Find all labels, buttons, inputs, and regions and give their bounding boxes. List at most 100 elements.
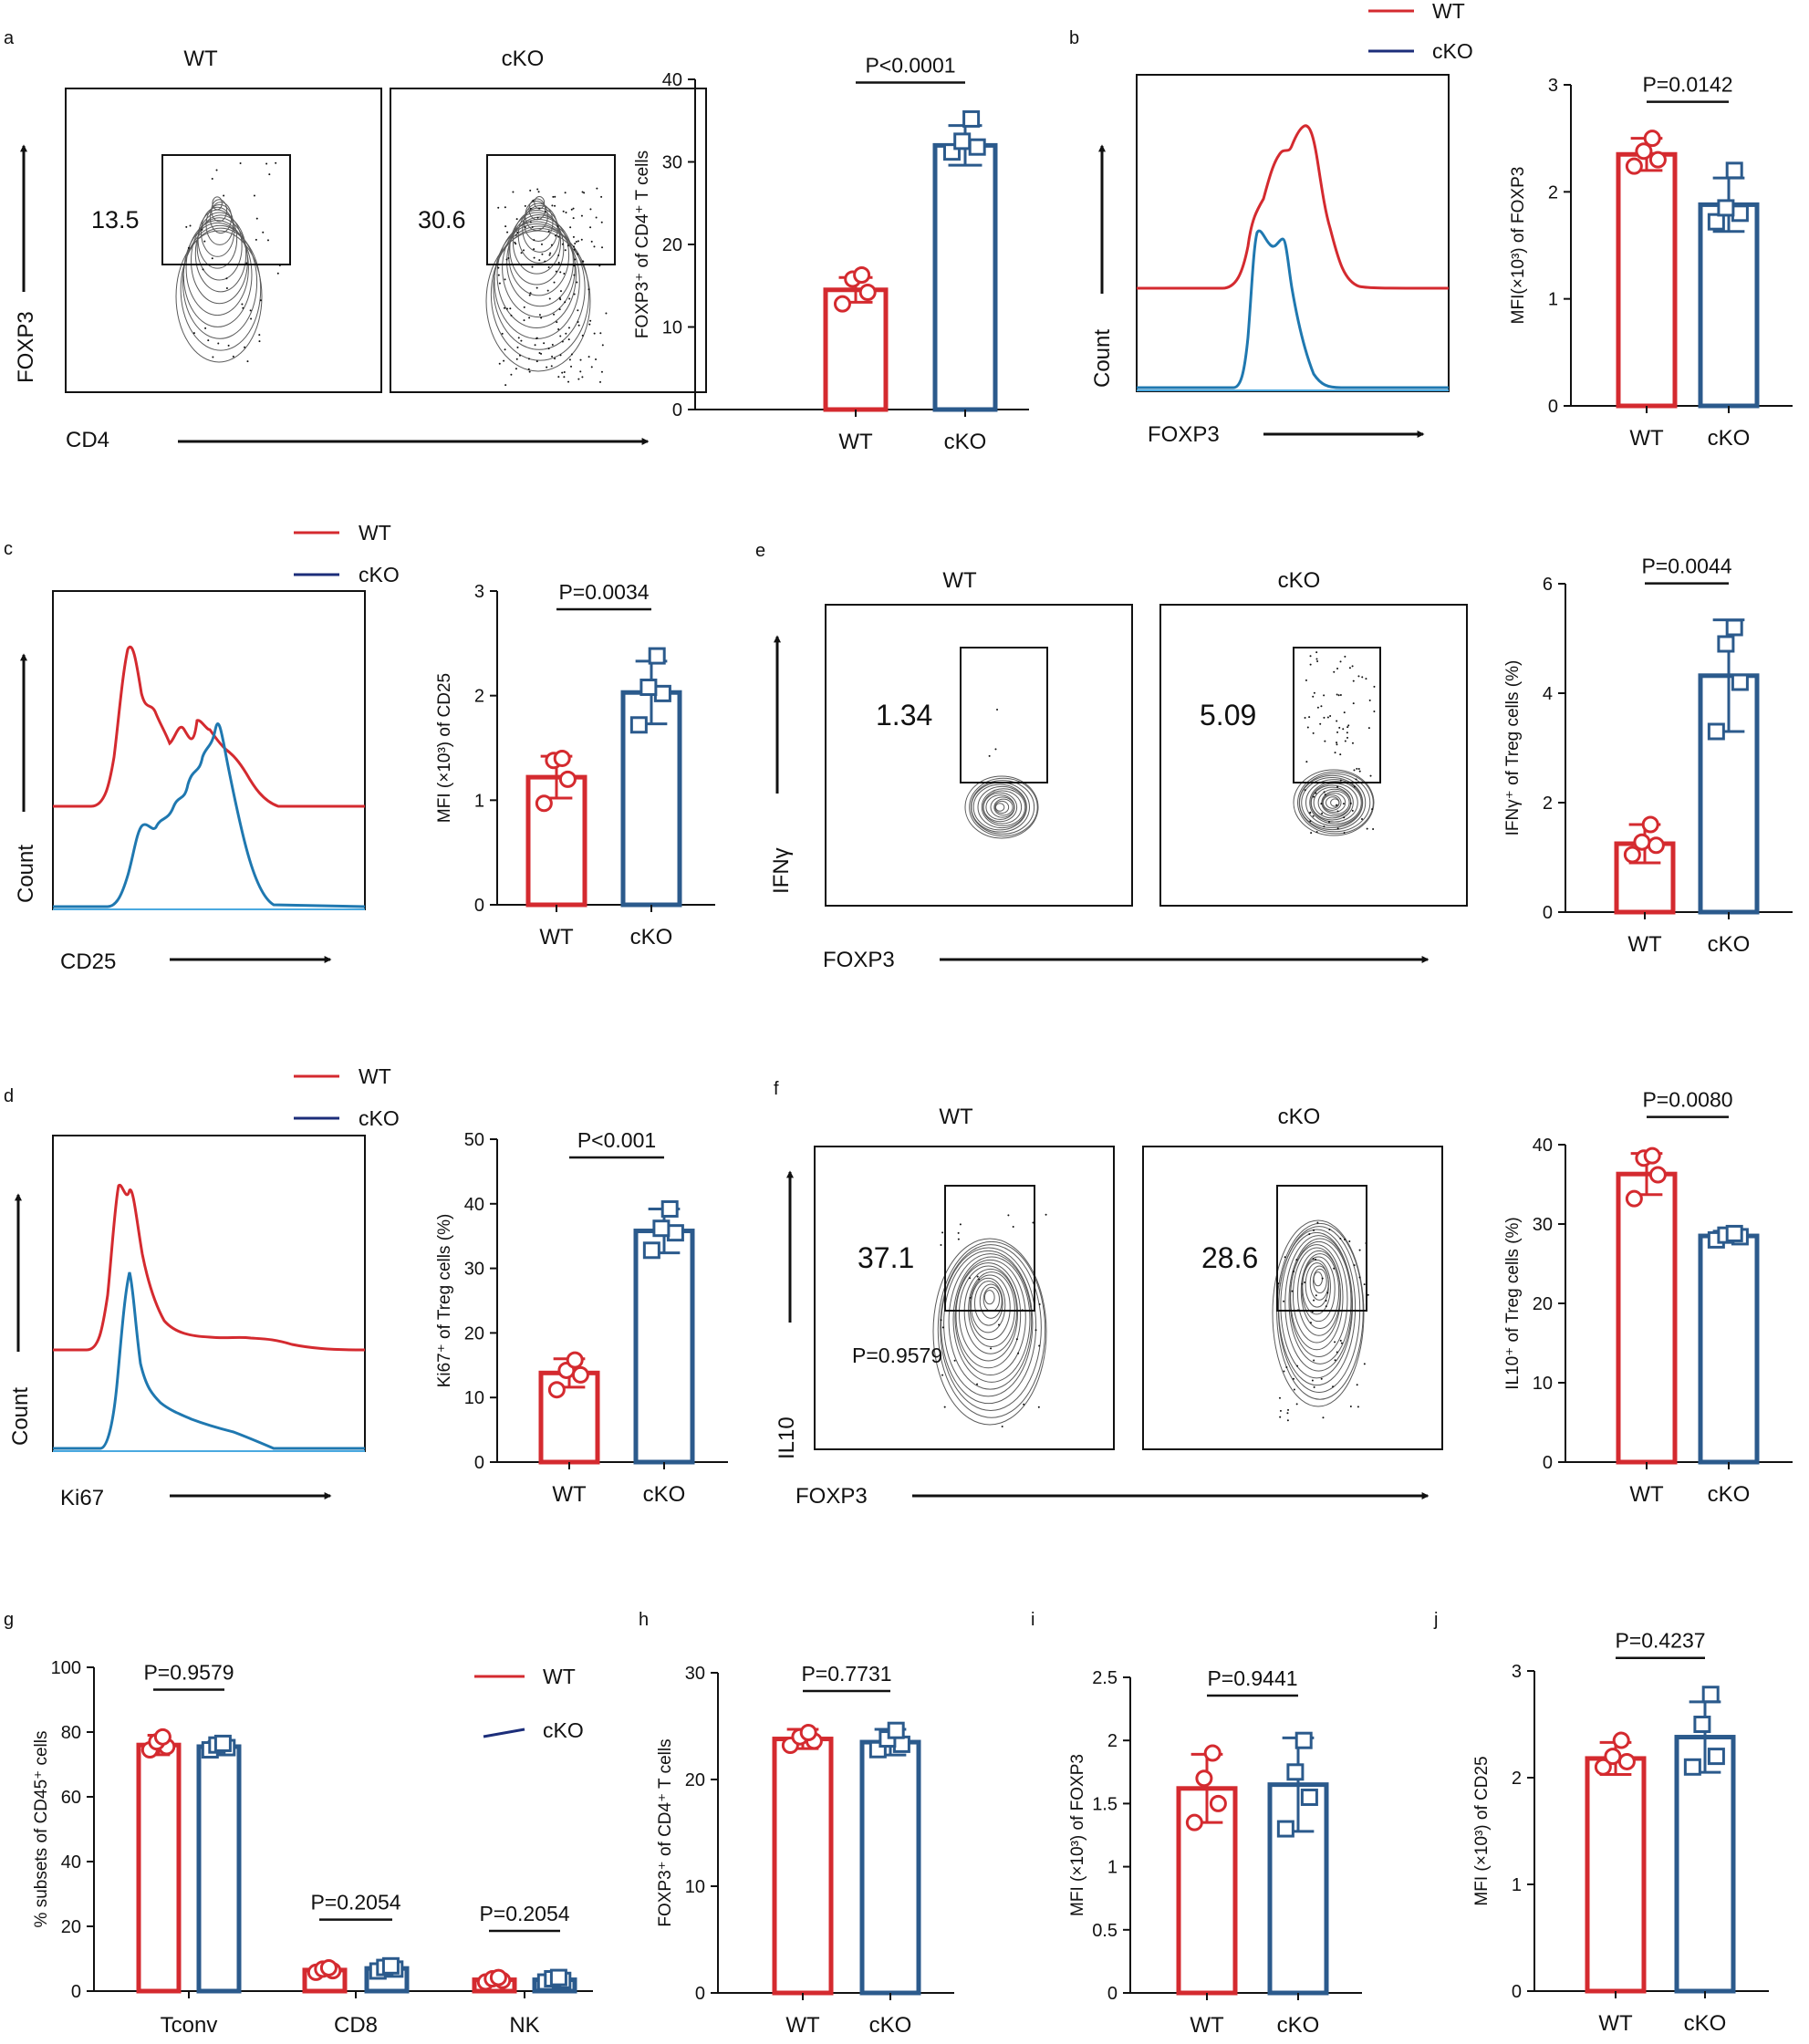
event-dot [1283, 1300, 1285, 1302]
point-wt [1209, 1794, 1227, 1812]
flow-a-wt-title: WT [183, 47, 218, 71]
bar-wt [823, 287, 889, 412]
flow-f-cko-title: cKO [1278, 1105, 1321, 1129]
event-dot [556, 225, 559, 228]
event-dot [564, 301, 567, 304]
event-dot [552, 195, 555, 198]
event-dot [535, 286, 538, 289]
contour-line [212, 196, 223, 211]
flow-f-wt-title: WT [939, 1105, 973, 1129]
event-dot [1339, 779, 1342, 782]
event-dot [536, 188, 539, 191]
event-dot [1295, 1259, 1298, 1261]
point-wt [566, 1351, 584, 1369]
y-tick-label: 0 [695, 1984, 705, 2004]
event-dot [1356, 1384, 1358, 1386]
y-axis-label: MFI (×10³) of FOXP3 [1068, 1754, 1087, 1916]
flow-a-cko-contours [485, 187, 608, 387]
point-cko [1725, 161, 1743, 180]
event-dot [580, 214, 583, 217]
event-dot [556, 321, 558, 324]
y-tick-label: 10 [662, 318, 682, 338]
legend-c-wt-label: WT [359, 521, 391, 545]
event-dot [1336, 720, 1338, 722]
x-tick-label: cKO [1684, 2011, 1727, 2036]
x-tick-label: WT [1629, 1482, 1664, 1507]
event-dot [1301, 1282, 1304, 1285]
event-dot [562, 210, 565, 213]
event-dot [258, 334, 261, 337]
event-dot [567, 338, 570, 341]
contour-line [211, 199, 228, 223]
event-dot [515, 358, 518, 360]
y-tick-label: 0 [71, 1982, 81, 2002]
event-dot [516, 346, 519, 348]
contour-line [1293, 769, 1375, 836]
y-tick-label: 40 [662, 70, 682, 90]
y-tick-label: 4 [1543, 684, 1553, 704]
point-wt [571, 1365, 589, 1384]
event-dot [994, 748, 997, 751]
event-dot [497, 206, 500, 209]
point-cko [381, 1956, 400, 1975]
point-cko [213, 1734, 232, 1752]
x-tick-label: WT [1190, 2013, 1224, 2038]
event-dot [577, 321, 579, 324]
contour-line [496, 221, 577, 328]
point-cko [666, 1224, 684, 1242]
y-axis-label: IFNγ⁺ of Treg cells (%) [1503, 660, 1523, 836]
x-tick-label: WT [1629, 426, 1664, 451]
point-wt [1643, 1147, 1661, 1165]
y-tick-label: 20 [1533, 1294, 1553, 1314]
contour-line [972, 783, 1027, 831]
flow-e-cko-frame [1159, 604, 1468, 907]
event-dot [577, 240, 579, 243]
event-dot [258, 340, 261, 343]
flow-c-cko-histogram [53, 722, 366, 908]
y-axis-label: FOXP3⁺ of CD4⁺ T cells [633, 150, 652, 338]
event-dot [1328, 1228, 1331, 1230]
event-dot [1320, 705, 1323, 708]
event-dot [1358, 1276, 1361, 1279]
event-dot [1373, 710, 1376, 712]
event-dot [551, 344, 554, 347]
point-cko [1683, 1758, 1701, 1776]
event-dot [1291, 1290, 1294, 1292]
point-wt [1203, 1744, 1222, 1762]
flow-f-cko-frame [1142, 1146, 1443, 1450]
event-dot [557, 261, 560, 264]
event-dot [577, 378, 580, 380]
event-dot [242, 306, 244, 309]
contour-line [180, 227, 262, 351]
y-tick-label: 3 [1512, 1662, 1522, 1682]
event-dot [1366, 827, 1368, 830]
event-dot [997, 1323, 1000, 1326]
contour-line [968, 1271, 1015, 1347]
event-dot [1349, 802, 1352, 804]
flow-e-wt-contours [964, 708, 1039, 839]
flow-a-cko-title: cKO [502, 47, 545, 71]
event-dot [1287, 1408, 1290, 1411]
point-cko [1707, 213, 1725, 231]
bar-cko [1698, 1233, 1760, 1465]
contour-line [1322, 793, 1346, 813]
contour-line [982, 790, 1023, 825]
event-dot [1313, 1229, 1315, 1231]
event-dot [504, 278, 506, 281]
event-dot [1293, 1388, 1295, 1391]
contour-line [1300, 1253, 1340, 1329]
event-dot [1346, 731, 1348, 734]
point-cko [1276, 1820, 1294, 1838]
event-dot [504, 384, 507, 387]
point-wt [1635, 142, 1653, 161]
event-dot [1372, 827, 1375, 830]
contour-line [1284, 1235, 1353, 1372]
event-dot [600, 370, 603, 373]
y-tick-label: 10 [1533, 1374, 1553, 1394]
event-dot [564, 249, 567, 252]
y-tick-label: 30 [662, 153, 682, 173]
event-dot [561, 371, 564, 374]
point-wt [1647, 836, 1665, 855]
event-dot [1316, 706, 1319, 709]
event-dot [976, 1275, 979, 1278]
